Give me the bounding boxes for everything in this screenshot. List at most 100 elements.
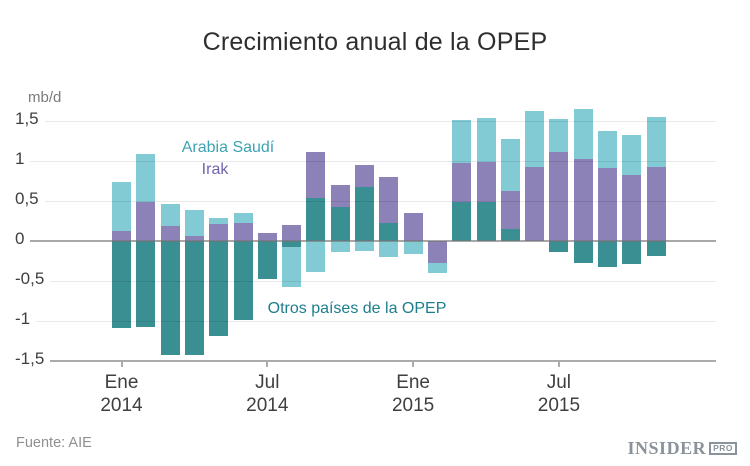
- bar-segment-otros: [549, 241, 569, 253]
- bar-segment-irak: [500, 190, 520, 229]
- bar-segment-saudi: [476, 117, 496, 162]
- bar-segment-irak: [355, 165, 374, 187]
- x-tick-label: Jul 2014: [246, 372, 289, 416]
- bar-segment-otros: [500, 229, 520, 241]
- y-tick-label: 1: [15, 149, 25, 168]
- y-tick-label: -1,5: [15, 349, 45, 368]
- gridline: [36, 321, 716, 322]
- bar-segment-irak: [476, 161, 496, 202]
- x-tick-label: Ene 2015: [391, 372, 435, 416]
- bar-segment-irak: [282, 225, 302, 241]
- x-axis-tick: [412, 361, 415, 367]
- bar-segment-otros: [233, 241, 253, 321]
- bar-segment-irak: [136, 201, 156, 241]
- bar-segment-saudi: [233, 213, 253, 223]
- bar-segment-irak: [525, 166, 545, 241]
- bar-segment-irak: [598, 168, 617, 241]
- bar-segment-saudi: [306, 241, 326, 273]
- bar-segment-otros: [184, 241, 204, 355]
- gridline: [45, 201, 716, 202]
- insider-pro-logo: INSIDER PRO: [627, 438, 737, 458]
- bar-segment-saudi: [525, 110, 545, 167]
- bar-segment-irak: [452, 162, 472, 202]
- bar-segment-otros: [330, 206, 350, 241]
- bar-segment-irak: [403, 213, 423, 241]
- bar-segment-irak: [330, 185, 350, 207]
- bar-segment-irak: [622, 175, 642, 241]
- bar-segment-saudi: [209, 217, 229, 225]
- bar-segment-irak: [306, 152, 326, 198]
- gridline: [45, 121, 716, 122]
- bar-segment-otros: [282, 241, 302, 248]
- bar-segment-saudi: [622, 134, 642, 176]
- y-tick-label: 0: [15, 229, 25, 248]
- bar-segment-saudi: [573, 109, 593, 159]
- bar-segment-otros: [573, 241, 593, 263]
- legend-otros-paises: Otros países de la OPEP: [268, 300, 447, 318]
- y-tick-label: -1: [15, 309, 31, 328]
- y-tick-label: 1,5: [15, 109, 39, 128]
- bar-segment-irak: [160, 225, 180, 241]
- bar-segment-saudi: [598, 130, 617, 169]
- x-tick-label: Jul 2015: [537, 372, 581, 416]
- bar-segment-irak: [646, 166, 666, 241]
- bar-segment-irak: [112, 231, 131, 241]
- logo-pro-badge: PRO: [709, 441, 737, 455]
- bar-segment-saudi: [282, 247, 302, 288]
- bar-segment-otros: [160, 241, 180, 355]
- bar-segment-saudi: [452, 120, 472, 163]
- bar-segment-irak: [549, 152, 569, 241]
- legend-otros-paises-label: Otros países de la OPEP: [267, 300, 447, 317]
- logo-insider-text: INSIDER: [627, 438, 707, 458]
- y-tick-label: -0,5: [15, 269, 45, 288]
- bar-segment-otros: [646, 241, 666, 257]
- bar-segment-irak: [209, 224, 229, 241]
- legend-irak: Irak: [202, 161, 229, 179]
- bar-segment-saudi: [549, 119, 569, 153]
- bar-segment-otros: [598, 241, 617, 268]
- bar-segment-saudi: [403, 241, 423, 254]
- bar-segment-saudi: [184, 209, 204, 237]
- bar-segment-saudi: [160, 204, 180, 226]
- y-tick-label: 0,5: [15, 189, 39, 208]
- bar-segment-otros: [112, 241, 131, 329]
- legend-irak-label: Irak: [201, 161, 229, 178]
- bar-segment-saudi: [500, 138, 520, 191]
- bar-segment-saudi: [136, 153, 156, 202]
- x-axis-line: [50, 360, 716, 362]
- gridline: [50, 281, 716, 282]
- bar-segment-irak: [184, 236, 204, 241]
- bar-segment-irak: [427, 241, 447, 264]
- bar-segment-saudi: [112, 181, 131, 232]
- bar-segment-otros: [622, 241, 642, 265]
- bar-segment-otros: [355, 186, 374, 241]
- legend-arabia-saudi-label: Arabia Saudí: [181, 139, 275, 156]
- x-axis-tick: [557, 361, 560, 367]
- bar-segment-otros: [257, 241, 277, 280]
- bar-segment-saudi: [427, 263, 447, 273]
- bar-segment-otros: [379, 222, 399, 241]
- bar-segment-otros: [476, 201, 496, 241]
- bar-segment-otros: [136, 241, 156, 327]
- legend-arabia-saudi: Arabia Saudí: [182, 139, 275, 157]
- bar-segment-irak: [257, 233, 277, 241]
- bar-segment-otros: [452, 201, 472, 241]
- source-caption: Fuente: AIE: [16, 435, 92, 451]
- bar-segment-irak: [379, 177, 399, 223]
- zero-line: [30, 240, 716, 242]
- bar-segment-saudi: [646, 117, 666, 167]
- bar-segment-saudi: [330, 241, 350, 253]
- bar-segment-irak: [233, 222, 253, 241]
- x-axis-tick: [120, 361, 123, 367]
- bar-segment-otros: [306, 197, 326, 241]
- bar-segment-otros: [209, 241, 229, 337]
- y-axis-unit-label: mb/d: [28, 89, 62, 106]
- x-axis-tick: [266, 361, 269, 367]
- bar-segment-saudi: [379, 241, 399, 257]
- x-tick-label: Ene 2014: [100, 372, 143, 416]
- gridline: [30, 161, 716, 162]
- bar-segment-irak: [573, 158, 593, 241]
- page-title: Crecimiento anual de la OPEP: [202, 28, 548, 56]
- bar-segment-saudi: [355, 241, 374, 251]
